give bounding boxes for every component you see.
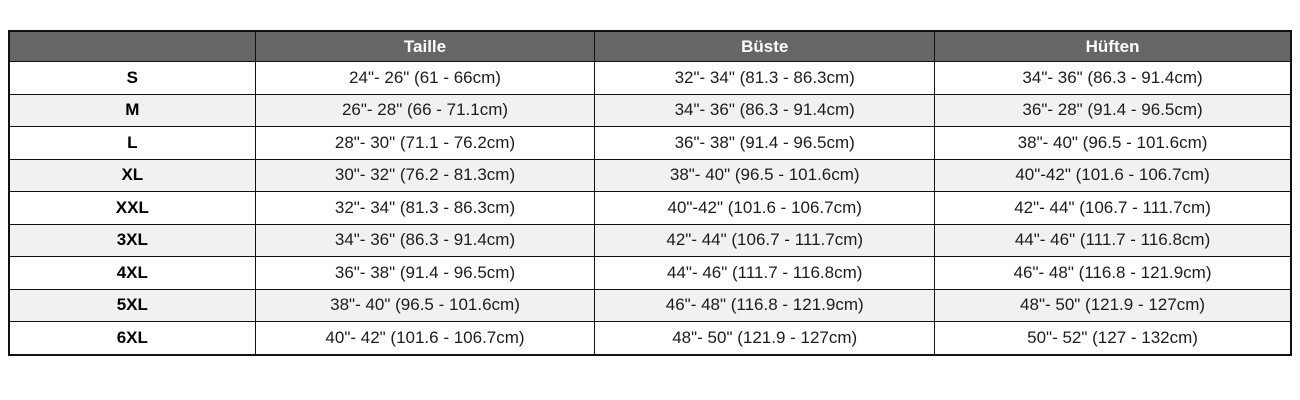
taille-cell: 30"- 32" (76.2 - 81.3cm) <box>254 158 596 192</box>
taille-cell: 28"- 30" (71.1 - 76.2cm) <box>254 126 596 160</box>
hueften-cell: 40"-42" (101.6 - 106.7cm) <box>934 158 1292 192</box>
table-row: 5XL 38"- 40" (96.5 - 101.6cm) 46"- 48" (11… <box>8 288 1292 322</box>
table-row: L 28"- 30" (71.1 - 76.2cm) 36"- 38" (91.4 … <box>8 126 1292 160</box>
column-header-taille: Taille <box>254 30 596 62</box>
taille-cell: 34"- 36" (86.3 - 91.4cm) <box>254 223 596 257</box>
taille-cell: 36"- 38" (91.4 - 96.5cm) <box>254 256 596 290</box>
bueste-cell: 36"- 38" (91.4 - 96.5cm) <box>594 126 936 160</box>
bueste-cell: 40"-42" (101.6 - 106.7cm) <box>594 191 936 225</box>
hueften-cell: 38"- 40" (96.5 - 101.6cm) <box>934 126 1292 160</box>
bueste-cell: 48"- 50" (121.9 - 127cm) <box>594 321 936 355</box>
table-row: 3XL 34"- 36" (86.3 - 91.4cm) 42"- 44" (106… <box>8 223 1292 257</box>
column-header-size <box>8 30 256 62</box>
hueften-cell: 42"- 44" (106.7 - 111.7cm) <box>934 191 1292 225</box>
size-chart-body: S 24"- 26" (61 - 66cm) 32"- 34" (81.3 - 86… <box>8 61 1292 355</box>
hueften-cell: 48"- 50" (121.9 - 127cm) <box>934 288 1292 322</box>
taille-cell: 26"- 28" (66 - 71.1cm) <box>254 93 596 127</box>
bueste-cell: 34"- 36" (86.3 - 91.4cm) <box>594 93 936 127</box>
table-row: 4XL 36"- 38" (91.4 - 96.5cm) 44"- 46" (111… <box>8 256 1292 290</box>
bueste-cell: 32"- 34" (81.3 - 86.3cm) <box>594 61 936 95</box>
table-header-row: Taille Büste Hüften <box>8 30 1292 62</box>
taille-cell: 40"- 42" (101.6 - 106.7cm) <box>254 321 596 355</box>
size-cell: XL <box>8 158 256 192</box>
bueste-cell: 38"- 40" (96.5 - 101.6cm) <box>594 158 936 192</box>
hueften-cell: 46"- 48" (116.8 - 121.9cm) <box>934 256 1292 290</box>
size-cell: 6XL <box>8 321 256 355</box>
size-cell: 5XL <box>8 288 256 322</box>
size-cell: 4XL <box>8 256 256 290</box>
taille-cell: 24"- 26" (61 - 66cm) <box>254 61 596 95</box>
column-header-hueften: Hüften <box>934 30 1292 62</box>
table-row: XXL 32"- 34" (81.3 - 86.3cm) 40"-42" (101.… <box>8 191 1292 225</box>
size-chart-table: Taille Büste Hüften S 24"- 26" (61 - 66cm… <box>8 30 1292 356</box>
hueften-cell: 44"- 46" (111.7 - 116.8cm) <box>934 223 1292 257</box>
table-row: XL 30"- 32" (76.2 - 81.3cm) 38"- 40" (96.5… <box>8 158 1292 192</box>
table-row: 6XL 40"- 42" (101.6 - 106.7cm) 48"- 50" (1… <box>8 321 1292 355</box>
size-cell: XXL <box>8 191 256 225</box>
hueften-cell: 36"- 28" (91.4 - 96.5cm) <box>934 93 1292 127</box>
bueste-cell: 44"- 46" (111.7 - 116.8cm) <box>594 256 936 290</box>
table-row: S 24"- 26" (61 - 66cm) 32"- 34" (81.3 - 86… <box>8 61 1292 95</box>
taille-cell: 32"- 34" (81.3 - 86.3cm) <box>254 191 596 225</box>
bueste-cell: 46"- 48" (116.8 - 121.9cm) <box>594 288 936 322</box>
size-cell: M <box>8 93 256 127</box>
size-cell: L <box>8 126 256 160</box>
bueste-cell: 42"- 44" (106.7 - 111.7cm) <box>594 223 936 257</box>
hueften-cell: 34"- 36" (86.3 - 91.4cm) <box>934 61 1292 95</box>
size-cell: 3XL <box>8 223 256 257</box>
size-cell: S <box>8 61 256 95</box>
table-row: M 26"- 28" (66 - 71.1cm) 34"- 36" (86.3 - … <box>8 93 1292 127</box>
taille-cell: 38"- 40" (96.5 - 101.6cm) <box>254 288 596 322</box>
column-header-bueste: Büste <box>594 30 936 62</box>
hueften-cell: 50"- 52" (127 - 132cm) <box>934 321 1292 355</box>
